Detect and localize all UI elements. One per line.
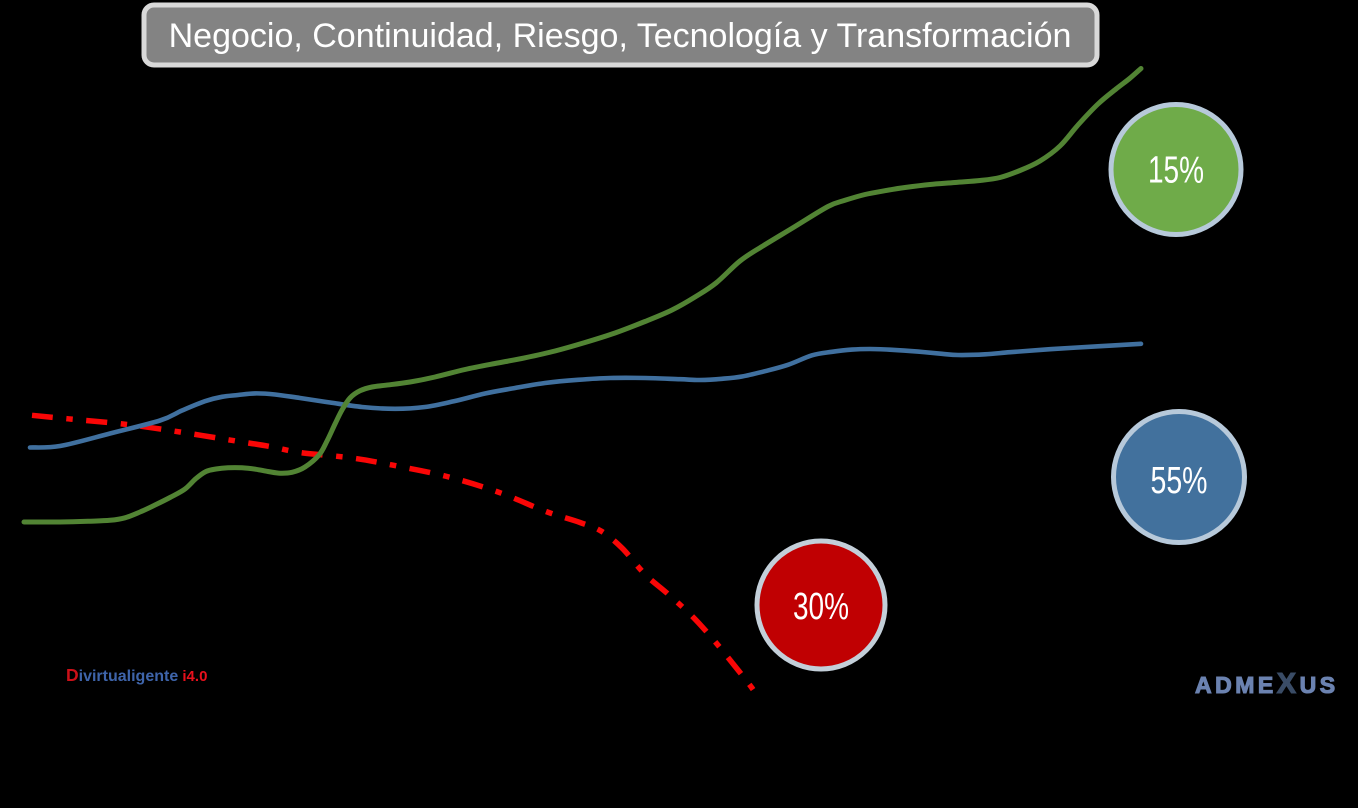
svg-text:30%: 30% xyxy=(793,586,849,628)
svg-text:15%: 15% xyxy=(1148,150,1204,192)
svg-text:Divirtualigente i4.0: Divirtualigente i4.0 xyxy=(66,665,207,685)
svg-text:ADMEXUS: ADMEXUS xyxy=(1195,668,1339,700)
svg-text:55%: 55% xyxy=(1151,460,1208,502)
svg-text:Negocio, Continuidad, Riesgo,: Negocio, Continuidad, Riesgo, Tecnología… xyxy=(169,17,1072,55)
